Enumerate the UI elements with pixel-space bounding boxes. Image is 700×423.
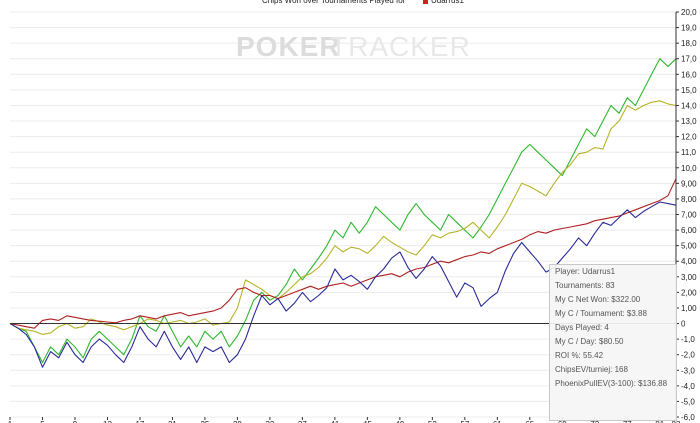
series-line-3 xyxy=(9,178,677,329)
y-tick-label: -2,0 xyxy=(681,351,695,360)
y-tick-label: 11,0 xyxy=(681,148,697,157)
y-tick-label: -4,0 xyxy=(681,382,695,391)
x-tick-label: 41 xyxy=(330,420,339,423)
y-tick-label: -5,0 xyxy=(681,397,695,406)
series-lines xyxy=(9,58,677,368)
x-tick-label: 1 xyxy=(8,420,13,423)
series-line-4 xyxy=(9,201,677,368)
y-tick-label: 16,0 xyxy=(681,70,697,79)
x-tick-label: 65 xyxy=(525,420,534,423)
x-tick-label: 13 xyxy=(103,420,112,423)
gridlines xyxy=(10,11,676,418)
x-tick-label: 83 xyxy=(672,420,681,423)
legend-per-day: My C / Day: $80.50 xyxy=(555,337,624,346)
y-tick-label: 10,0 xyxy=(681,164,697,173)
x-tick-label: 69 xyxy=(558,420,567,423)
legend-days-played: Days Played: 4 xyxy=(555,323,609,332)
watermark-poker: POKER xyxy=(236,31,341,62)
y-tick-label: 4,00 xyxy=(681,257,697,266)
x-tick-label: 53 xyxy=(428,420,437,423)
legend-tournaments: Tournaments: 83 xyxy=(555,281,615,290)
y-tick-label: -1,0 xyxy=(681,335,695,344)
watermark-tracker: TRACKER xyxy=(330,31,471,62)
player-flag-icon xyxy=(423,0,428,4)
y-tick-label: 0 xyxy=(681,320,686,329)
x-tick-label: 45 xyxy=(363,420,372,423)
legend-per-tournament: My C / Tournament: $3.88 xyxy=(555,309,647,318)
legend-player: Player: Udarrus1 xyxy=(555,267,616,276)
y-tick-label: 2,00 xyxy=(681,288,697,297)
x-tick-label: 33 xyxy=(265,420,274,423)
y-tick-label: 8,00 xyxy=(681,195,697,204)
x-tick-label: 9 xyxy=(73,420,78,423)
x-tick-label: 37 xyxy=(298,420,307,423)
legend-net-won: My C Net Won: $322.00 xyxy=(555,295,641,304)
stats-legend: Player: Udarrus1 Tournaments: 83 My C Ne… xyxy=(549,264,677,421)
y-tick-label: -6,0 xyxy=(681,413,695,422)
y-tick-label: 17,0 xyxy=(681,55,697,64)
x-tick-label: 49 xyxy=(395,420,404,423)
y-tick-label: 5,00 xyxy=(681,242,697,251)
x-tick-label: 5 xyxy=(40,420,45,423)
chart-title: Chips Won over Tournaments Played for xyxy=(262,0,406,5)
x-tick-label: 73 xyxy=(590,420,599,423)
y-tick-label: 3,00 xyxy=(681,273,697,282)
y-tick-label: 15,0 xyxy=(681,86,697,95)
x-tick-label: 17 xyxy=(135,420,144,423)
y-tick-label: 20,0 xyxy=(681,8,697,17)
y-tick-label: 6,00 xyxy=(681,226,697,235)
x-tick-label: 61 xyxy=(493,420,502,423)
y-tick-label: 19,0 xyxy=(681,24,697,33)
y-tick-label: 9,00 xyxy=(681,179,697,188)
y-tick-label: 7,00 xyxy=(681,211,697,220)
legend-chips-ev: ChipsEV/turniej: 168 xyxy=(555,365,628,374)
chart-title-player: Udarrus1 xyxy=(431,0,464,5)
y-tick-label: 1,00 xyxy=(681,304,697,313)
y-axis-ticks: -6,0 -5,0 -4,0 -3,0 -2,0 -1,0 0 1,00 2,00 3,00 4,0… xyxy=(676,8,697,422)
legend-phoenix-ev: PhoenixPullEV(3-100): $136.88 xyxy=(555,379,668,388)
x-tick-label: 81 xyxy=(655,420,664,423)
x-tick-label: 77 xyxy=(623,420,632,423)
y-tick-label: -3,0 xyxy=(681,366,695,375)
y-tick-label: 18,0 xyxy=(681,39,697,48)
y-tick-label: 12,0 xyxy=(681,133,697,142)
x-tick-label: 29 xyxy=(233,420,242,423)
legend-roi: ROI %: 55.42 xyxy=(555,351,604,360)
x-tick-label: 21 xyxy=(168,420,177,423)
series-line-2 xyxy=(9,100,677,335)
y-tick-label: 13,0 xyxy=(681,117,697,126)
x-tick-label: 57 xyxy=(460,420,469,423)
y-tick-label: 14,0 xyxy=(681,101,697,110)
x-tick-label: 25 xyxy=(200,420,209,423)
